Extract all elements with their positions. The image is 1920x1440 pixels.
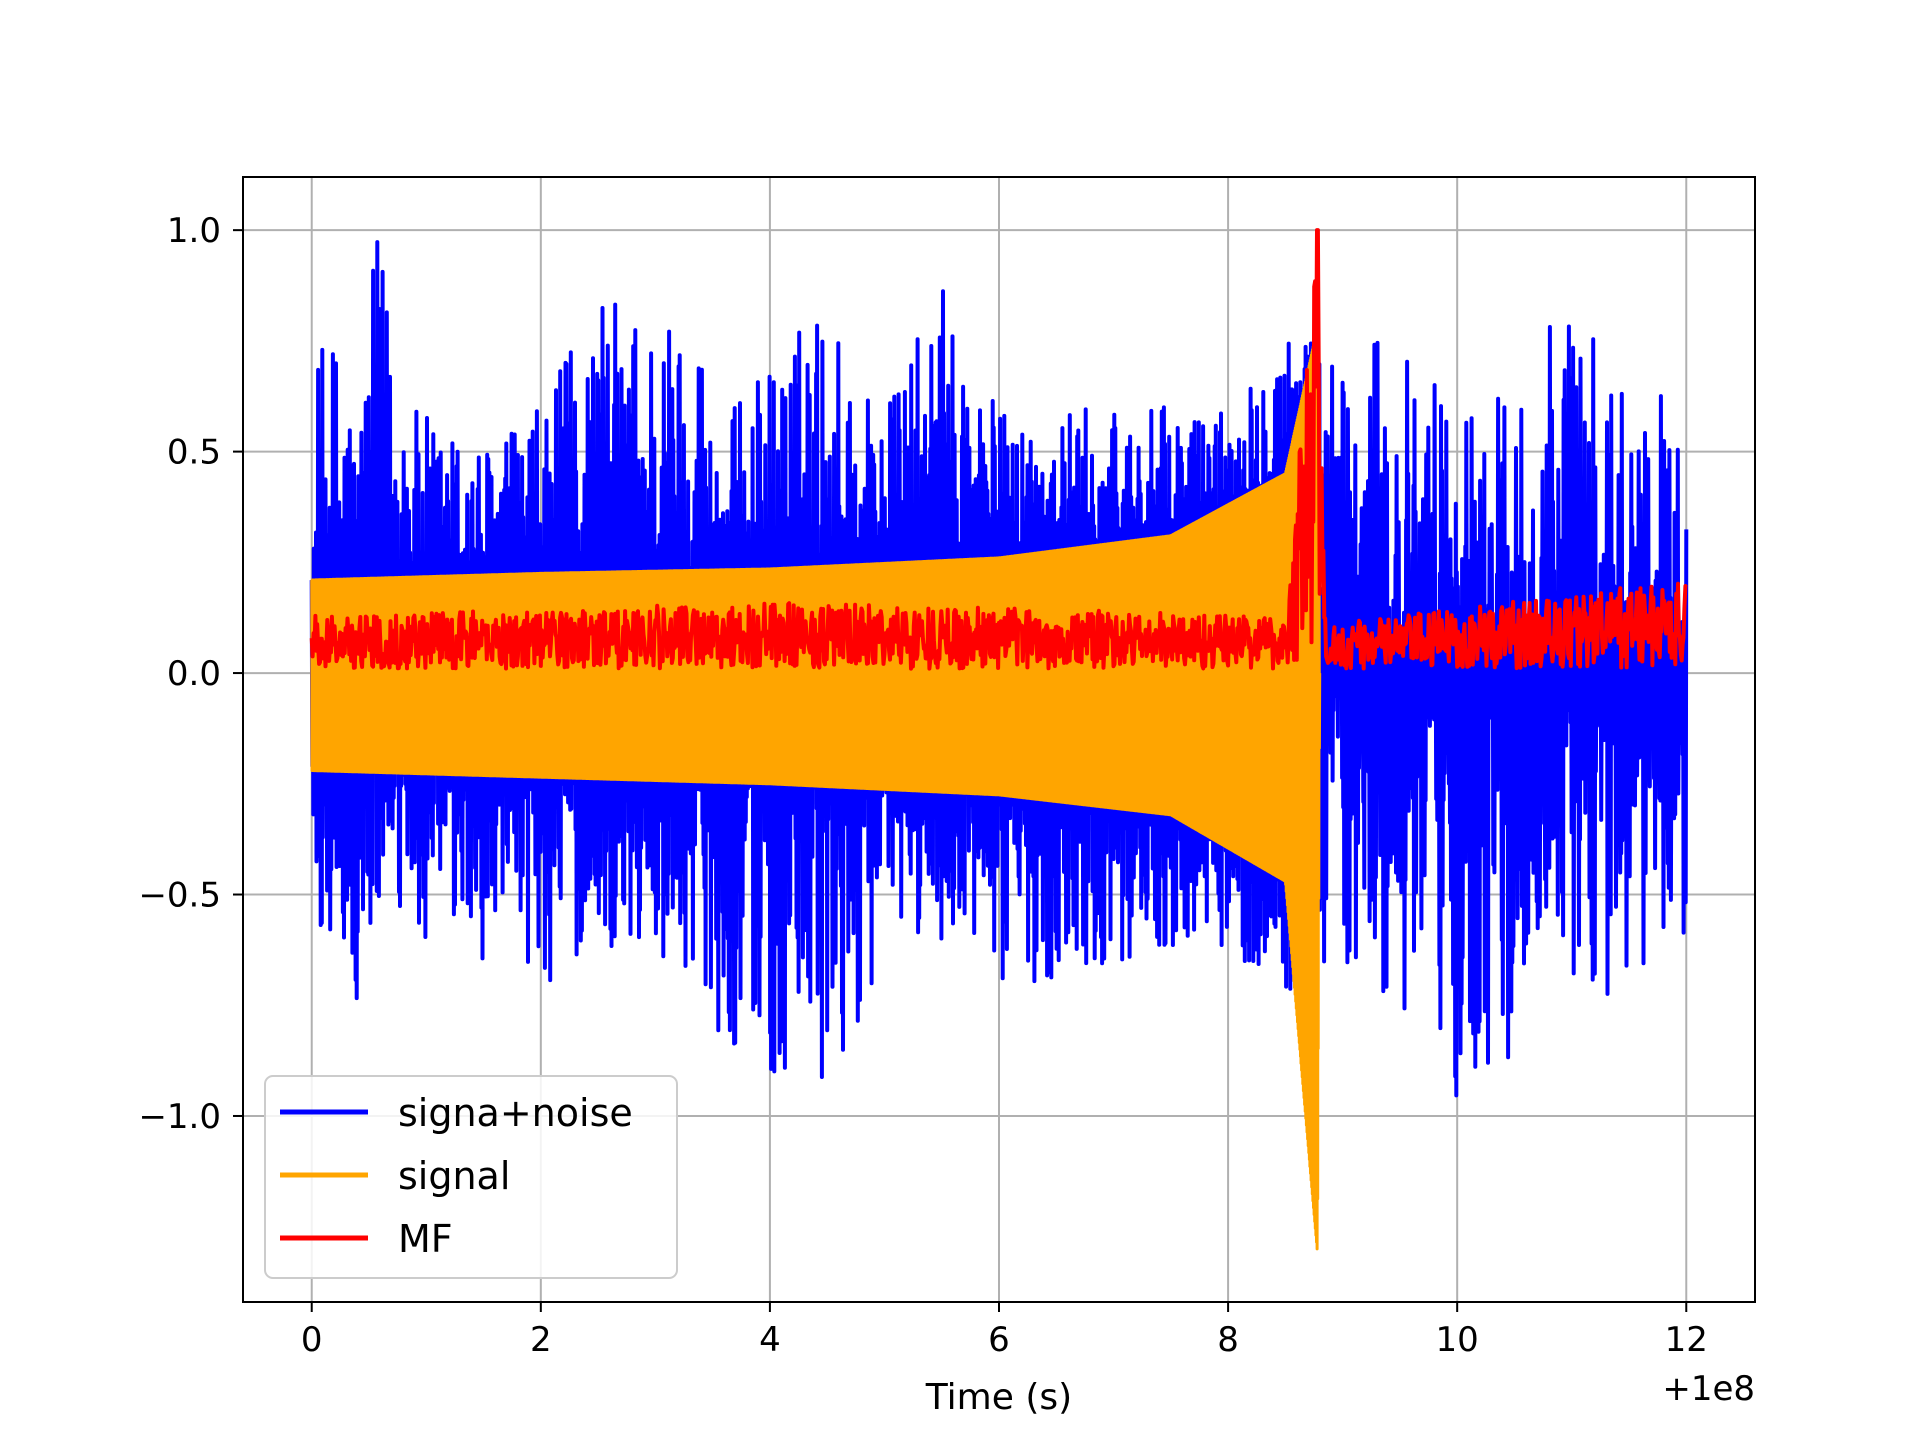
y-tick-label: 1.0 [167,211,221,251]
legend-box [264,1075,678,1279]
x-tick-label: 2 [530,1320,552,1360]
legend-label: MF [398,1217,453,1261]
x-axis-label: Time (s) [925,1377,1072,1418]
y-tick-label: 0.0 [167,654,221,694]
x-tick-label: 4 [759,1320,781,1360]
y-tick-label: −0.5 [138,876,221,916]
x-axis: 0 2 4 6 8 10 12 [301,1302,1708,1360]
y-tick-label: 0.5 [167,433,221,473]
x-tick-label: 8 [1217,1320,1239,1360]
legend-label: signa+noise [398,1091,633,1135]
legend-label: signal [398,1154,510,1198]
y-axis: −1.0 −0.5 0.0 0.5 1.0 [138,211,243,1137]
legend: signa+noise signal MF [264,1075,678,1279]
x-tick-label: 0 [301,1320,323,1360]
x-tick-label: 6 [988,1320,1010,1360]
y-tick-label: −1.0 [138,1097,221,1137]
series-layer [309,228,1689,1251]
series-signal-line [310,326,1322,1251]
series-mf-line [309,228,1688,671]
x-tick-label: 12 [1665,1320,1708,1360]
x-tick-label: 10 [1436,1320,1479,1360]
x-offset-label: +1e8 [1662,1369,1755,1409]
